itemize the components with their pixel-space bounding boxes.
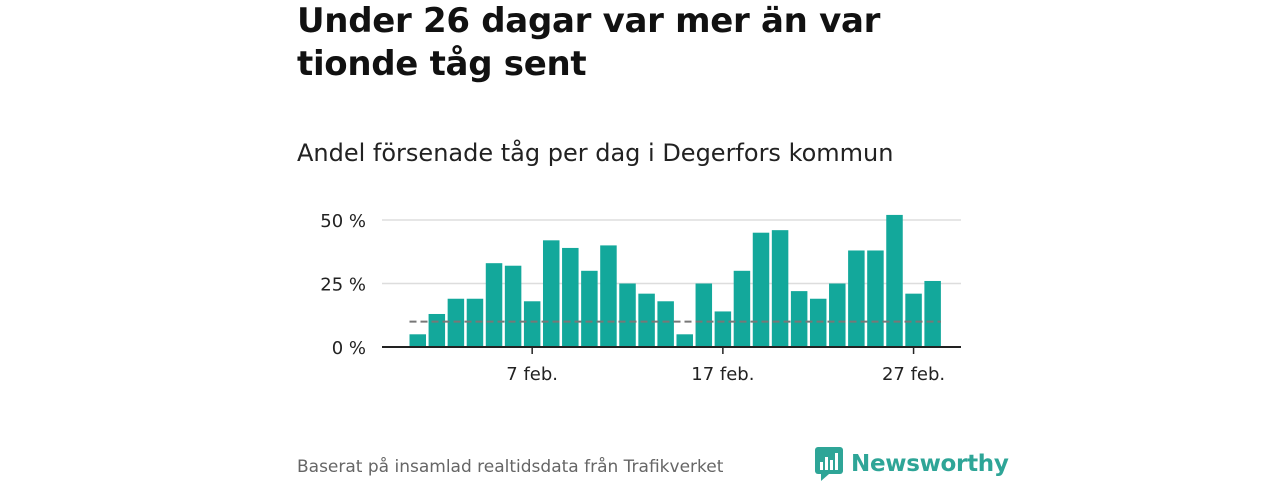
bar — [790, 291, 808, 347]
source-note: Baserat på insamlad realtidsdata från Tr… — [297, 457, 724, 477]
bar — [867, 250, 884, 347]
brand-logo[interactable]: Newsworthy — [815, 447, 1009, 481]
y-tick-label: 25 % — [320, 275, 366, 296]
bar — [447, 298, 465, 347]
bar — [714, 311, 732, 347]
headline: Under 26 dagar var mer än var tionde tåg… — [297, 1, 881, 84]
bar — [542, 240, 560, 347]
bar — [924, 280, 941, 347]
bar-chart-speech-bubble-icon — [815, 447, 843, 481]
bar — [829, 283, 846, 347]
bar — [638, 293, 655, 347]
bar — [600, 245, 617, 347]
x-tick-label: 17 feb. — [691, 364, 754, 385]
bar — [905, 293, 922, 347]
bar — [485, 263, 503, 347]
bar — [733, 270, 751, 347]
bar — [409, 334, 426, 347]
y-tick-label: 0 % — [332, 338, 366, 359]
bar — [752, 232, 770, 347]
bar — [562, 247, 579, 347]
bar — [619, 283, 636, 347]
chart-subtitle: Andel försenade tåg per dag i Degerfors … — [297, 139, 894, 167]
bar — [676, 334, 693, 347]
x-tick-label: 7 feb. — [506, 364, 558, 385]
bar — [886, 214, 903, 347]
bar — [771, 230, 789, 347]
brand-name: Newsworthy — [851, 451, 1009, 477]
bar — [657, 301, 674, 347]
bar — [581, 270, 598, 347]
bar — [695, 283, 713, 347]
bar — [809, 298, 827, 347]
bar — [523, 301, 541, 347]
y-tick-label: 50 % — [320, 211, 366, 232]
x-tick-label: 27 feb. — [882, 364, 945, 385]
bar — [504, 265, 522, 347]
bar — [848, 250, 865, 347]
bar — [428, 313, 446, 347]
bar — [466, 298, 484, 347]
